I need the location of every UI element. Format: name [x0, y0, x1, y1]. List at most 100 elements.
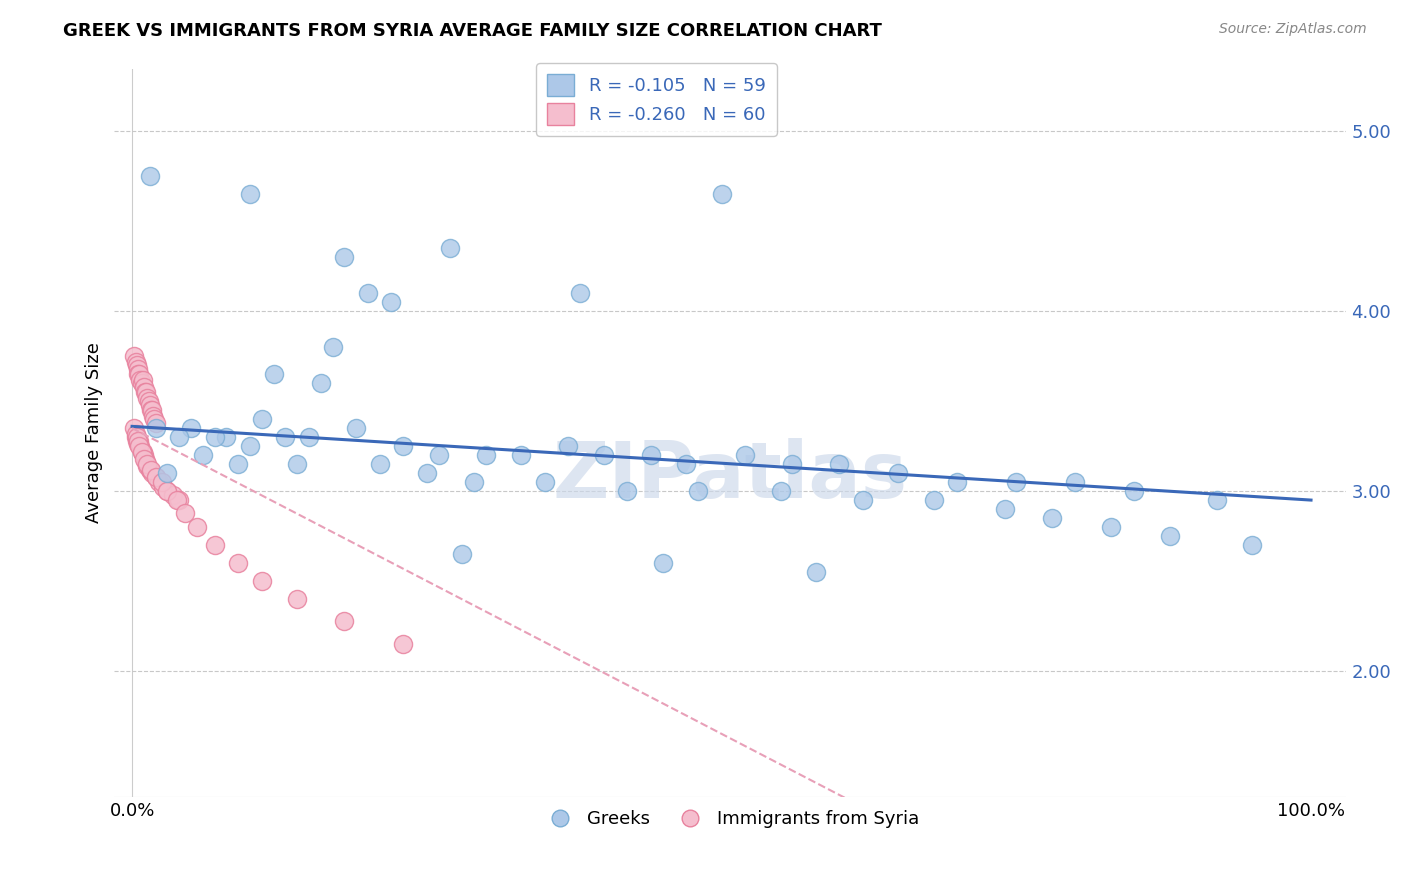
Point [344, 421, 367, 435]
Text: GREEK VS IMMIGRANTS FROM SYRIA AVERAGE FAMILY SIZE CORRELATION CHART: GREEK VS IMMIGRANTS FROM SYRIA AVERAGE F… [63, 22, 882, 40]
Point [333, 250, 356, 264]
Point [128, 439, 150, 453]
Point [156, 466, 179, 480]
Point [135, 455, 157, 469]
Point [686, 484, 709, 499]
Y-axis label: Average Family Size: Average Family Size [86, 343, 103, 523]
Point [204, 430, 226, 444]
Point [451, 547, 474, 561]
Point [769, 484, 792, 499]
Point [145, 416, 167, 430]
Point [285, 457, 308, 471]
Point [124, 349, 146, 363]
Point [167, 430, 190, 444]
Point [239, 187, 262, 202]
Point [226, 457, 249, 471]
Point [1241, 538, 1264, 552]
Point [127, 361, 149, 376]
Point [782, 457, 804, 471]
Point [156, 484, 179, 499]
Point [569, 286, 592, 301]
Point [131, 376, 153, 391]
Point [166, 493, 188, 508]
Point [357, 286, 380, 301]
Point [333, 614, 356, 628]
Point [139, 403, 162, 417]
Point [250, 412, 273, 426]
Point [887, 466, 910, 480]
Point [152, 481, 174, 495]
Point [124, 426, 146, 441]
Point [616, 484, 638, 499]
Legend: Greeks, Immigrants from Syria: Greeks, Immigrants from Syria [534, 803, 927, 835]
Point [946, 475, 969, 489]
Point [1099, 520, 1122, 534]
Point [380, 295, 402, 310]
Point [127, 434, 149, 448]
Point [285, 592, 308, 607]
Point [142, 409, 165, 423]
Point [141, 403, 163, 417]
Point [640, 448, 662, 462]
Point [651, 556, 673, 570]
Point [139, 398, 162, 412]
Point [135, 385, 157, 400]
Point [174, 506, 197, 520]
Point [250, 574, 273, 588]
Point [239, 439, 262, 453]
Point [132, 448, 155, 462]
Point [145, 469, 167, 483]
Point [125, 434, 148, 448]
Point [368, 457, 391, 471]
Point [134, 385, 156, 400]
Point [226, 556, 249, 570]
Point [309, 376, 332, 391]
Point [510, 448, 533, 462]
Text: Source: ZipAtlas.com: Source: ZipAtlas.com [1219, 22, 1367, 37]
Point [124, 430, 146, 444]
Point [1159, 529, 1181, 543]
Point [321, 340, 343, 354]
Point [1064, 475, 1087, 489]
Point [274, 430, 297, 444]
Point [124, 354, 146, 368]
Point [150, 475, 173, 489]
Point [129, 373, 152, 387]
Point [734, 448, 756, 462]
Point [162, 488, 184, 502]
Point [148, 475, 170, 489]
Point [132, 451, 155, 466]
Point [156, 484, 179, 499]
Point [128, 434, 150, 448]
Point [136, 457, 159, 471]
Point [141, 466, 163, 480]
Point [125, 430, 148, 444]
Point [145, 469, 167, 483]
Point [186, 520, 208, 534]
Point [298, 430, 321, 444]
Point [1005, 475, 1028, 489]
Point [828, 457, 851, 471]
Point [710, 187, 733, 202]
Point [392, 637, 415, 651]
Point [439, 241, 461, 255]
Point [557, 439, 579, 453]
Point [463, 475, 485, 489]
Point [1205, 493, 1227, 508]
Point [993, 502, 1015, 516]
Point [922, 493, 945, 508]
Point [127, 368, 149, 382]
Point [263, 368, 285, 382]
Point [533, 475, 555, 489]
Point [427, 448, 450, 462]
Point [127, 437, 149, 451]
Point [215, 430, 238, 444]
Point [204, 538, 226, 552]
Point [125, 358, 148, 372]
Point [1123, 484, 1146, 499]
Point [136, 391, 159, 405]
Point [129, 439, 152, 453]
Point [128, 368, 150, 382]
Point [139, 462, 162, 476]
Point [416, 466, 439, 480]
